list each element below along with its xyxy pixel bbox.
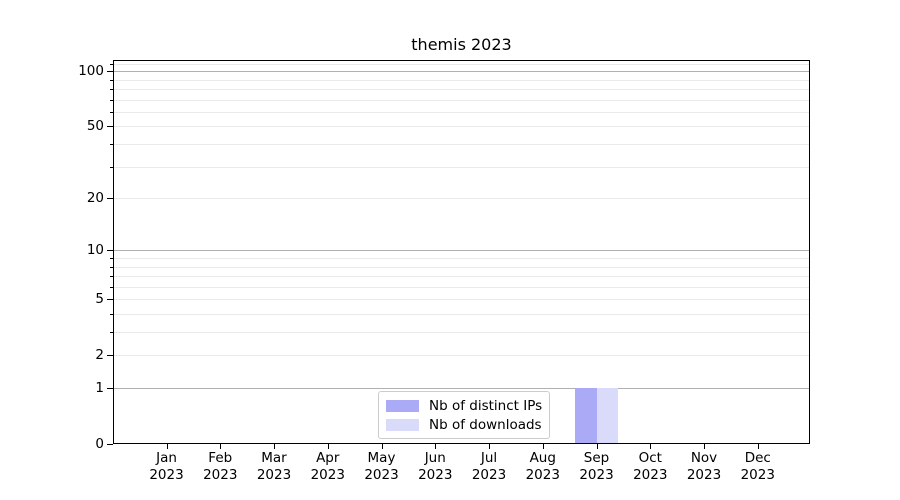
gridline-minor: [114, 144, 809, 146]
x-tick: [596, 444, 598, 449]
gridline-minor: [114, 258, 809, 259]
x-tick: [704, 444, 705, 449]
legend: Nb of distinct IPs Nb of downloads: [378, 391, 551, 439]
y-tick: [107, 299, 113, 301]
gridline-minor: [114, 198, 809, 200]
y-minor-tick: [110, 63, 113, 65]
y-tick: [107, 444, 113, 445]
y-minor-tick: [110, 286, 113, 288]
y-tick-label: 20: [86, 190, 104, 207]
legend-swatch-downloads: [386, 418, 419, 431]
gridline-minor: [114, 286, 809, 288]
x-tick: [435, 444, 437, 449]
y-tick: [107, 71, 113, 73]
y-minor-tick: [110, 258, 113, 259]
gridline-minor: [114, 313, 809, 315]
y-minor-tick: [110, 89, 113, 91]
y-minor-tick: [110, 332, 113, 334]
legend-label-distinct-ips: Nb of distinct IPs: [429, 397, 543, 414]
gridline-major: [114, 71, 809, 73]
y-minor-tick: [110, 313, 113, 315]
x-tick: [327, 444, 329, 449]
x-tick-label: Jan 2023: [149, 450, 184, 483]
gridline-minor: [114, 276, 809, 278]
y-minor-tick: [110, 111, 113, 113]
y-tick: [107, 388, 113, 389]
y-tick-label: 0: [95, 436, 104, 452]
y-minor-tick: [110, 166, 113, 168]
x-tick: [650, 444, 652, 449]
gridline-minor: [114, 299, 809, 301]
x-tick-label: May 2023: [364, 450, 399, 483]
x-tick-label: Oct 2023: [633, 450, 668, 483]
gridline-minor: [114, 79, 809, 81]
legend-row-downloads: Nb of downloads: [386, 415, 542, 434]
x-tick-label: Apr 2023: [310, 450, 345, 483]
x-tick-label: Feb 2023: [203, 450, 238, 483]
gridline-minor: [114, 355, 809, 357]
x-tick: [274, 444, 275, 449]
y-tick-label: 10: [86, 242, 104, 259]
legend-row-distinct-ips: Nb of distinct IPs: [386, 396, 542, 415]
x-tick-label: Aug 2023: [525, 450, 560, 483]
legend-label-downloads: Nb of downloads: [429, 416, 542, 433]
x-tick: [757, 444, 759, 449]
y-minor-tick: [110, 99, 113, 101]
x-tick-label: Jun 2023: [418, 450, 453, 483]
x-tick-label: Nov 2023: [686, 450, 722, 483]
y-minor-tick: [110, 266, 113, 268]
y-tick: [107, 198, 113, 200]
x-tick: [489, 444, 490, 449]
gridline-minor: [114, 111, 809, 113]
legend-swatch-distinct-ips: [386, 399, 419, 412]
y-minor-tick: [110, 79, 113, 81]
y-tick-label: 5: [95, 291, 104, 308]
gridline-major: [114, 388, 809, 389]
y-minor-tick: [110, 276, 113, 278]
y-tick: [107, 250, 113, 252]
y-tick: [107, 126, 113, 128]
y-minor-tick: [110, 144, 113, 146]
gridline-major: [114, 250, 809, 252]
bar-downloads: [596, 388, 618, 443]
gridline-minor: [114, 63, 809, 65]
x-tick: [542, 444, 544, 449]
x-tick-label: Sep 2023: [579, 450, 614, 483]
y-tick-label: 50: [86, 118, 104, 135]
x-tick-label: Jul 2023: [471, 450, 507, 483]
gridline-minor: [114, 126, 809, 128]
x-tick: [220, 444, 222, 449]
chart-title: themis 2023: [411, 35, 512, 54]
y-tick-label: 1: [95, 380, 104, 396]
gridline-minor: [114, 166, 809, 168]
y-tick: [107, 355, 113, 357]
x-tick-label: Dec 2023: [740, 450, 775, 483]
x-tick: [166, 444, 168, 449]
x-tick-label: Mar 2023: [256, 450, 292, 483]
gridline-minor: [114, 332, 809, 334]
y-tick-label: 100: [78, 63, 104, 80]
gridline-minor: [114, 89, 809, 91]
x-tick: [381, 444, 383, 449]
gridline-minor: [114, 99, 809, 101]
bar-distinct-ips: [575, 388, 597, 443]
y-tick-label: 2: [95, 347, 104, 364]
gridline-minor: [114, 266, 809, 268]
plot-area: [113, 60, 810, 444]
